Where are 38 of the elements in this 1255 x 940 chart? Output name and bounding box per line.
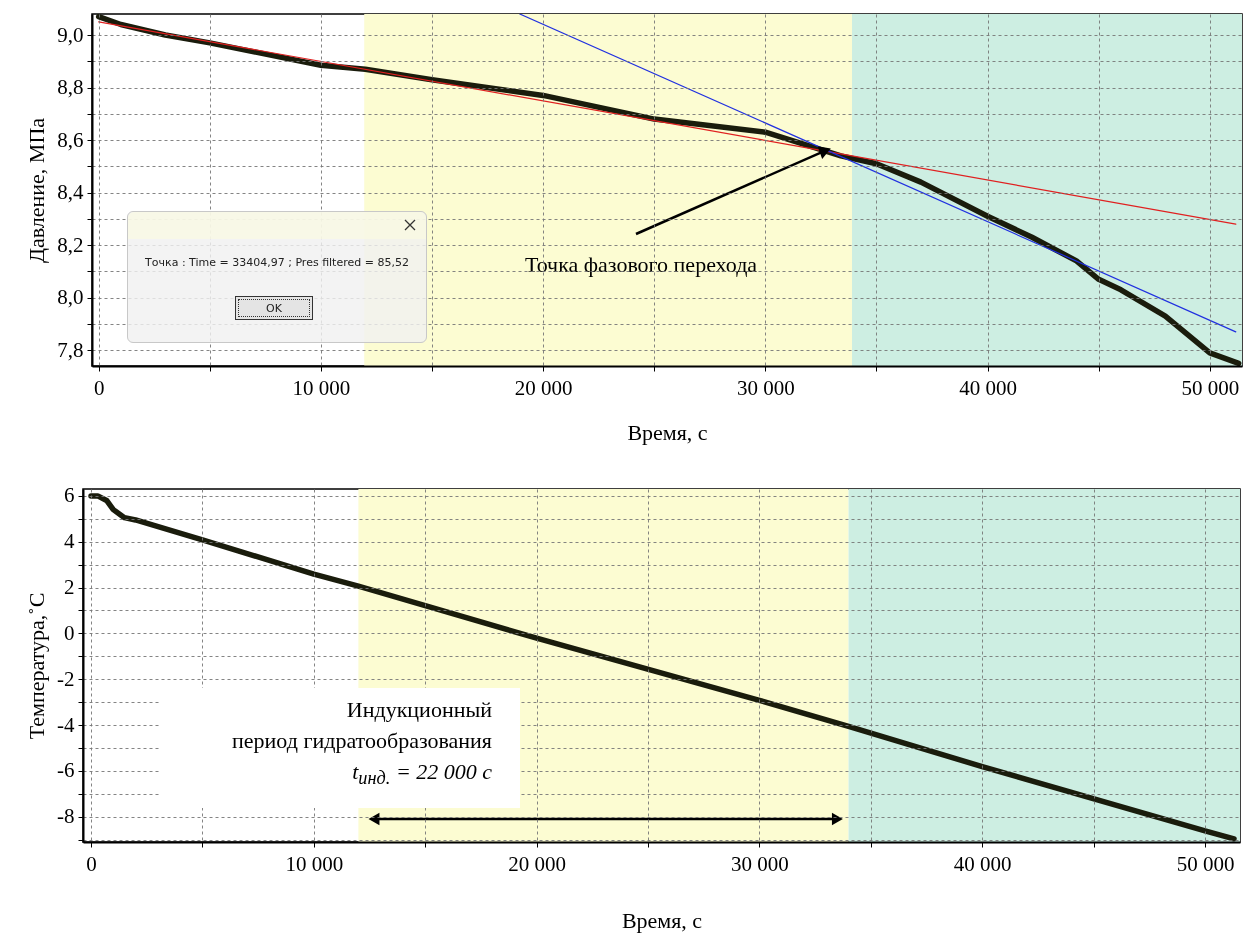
y-tick-label: -2: [57, 666, 75, 691]
dialog-window: Точка : Time = 33404,97 ; Pres filtered = 85,52 OK: [127, 211, 427, 343]
y-tick-label: 9,0: [57, 22, 84, 47]
x-tick-label: 40 000: [953, 851, 1012, 876]
x-tick-label: 40 000: [959, 375, 1017, 400]
y-tick-label: 0: [64, 620, 75, 645]
annotation: Точка : Time = 33404,97 ; Pres filtered = 85,52: [144, 256, 410, 269]
y-axis-title: Температура,˚C: [24, 592, 50, 740]
y-tick-label: 8,2: [57, 232, 84, 257]
x-tick-label: 0: [93, 375, 105, 400]
x-tick-label: 50 000: [1176, 851, 1235, 876]
y-tick-label: 6: [64, 483, 75, 508]
y-tick-label: -4: [57, 712, 75, 737]
y-tick-label: 8,0: [57, 285, 84, 310]
x-tick-label: 10 000: [292, 375, 351, 400]
x-tick-label: 10 000: [285, 851, 344, 876]
y-axis-title: Давление, МПа: [24, 117, 50, 264]
x-tick-label: 20 000: [514, 375, 573, 400]
x-tick-label: 30 000: [731, 851, 789, 876]
x-axis-title: Время, с: [621, 907, 703, 933]
y-tick-label: 8,4: [57, 180, 84, 205]
y-tick-label: -6: [57, 758, 75, 783]
annotation: Точка фазового перехода: [524, 252, 758, 277]
annotation: t$_{инд.}$ = 22 000 с: [351, 758, 492, 791]
y-tick-label: 7,8: [57, 337, 84, 362]
text-box: Индукционный период гидратообразования t$_{инд.}$ = 22 000 с: [160, 688, 520, 808]
x-axis-title: Время, с: [627, 419, 708, 445]
annotation: период гидратообразования: [231, 727, 492, 755]
x-tick-label: 30 000: [736, 375, 795, 400]
x-tick-label: 50 000: [1181, 375, 1240, 400]
y-tick-label: 8,8: [57, 75, 84, 100]
y-tick-label: 8,6: [57, 127, 84, 152]
annotation: Индукционный: [345, 696, 492, 724]
y-tick-label: 4: [64, 529, 75, 554]
ok-button: OK: [235, 296, 313, 320]
y-tick-label: -8: [57, 804, 75, 829]
y-tick-label: 2: [64, 575, 75, 600]
x-tick-label: 20 000: [508, 851, 566, 876]
